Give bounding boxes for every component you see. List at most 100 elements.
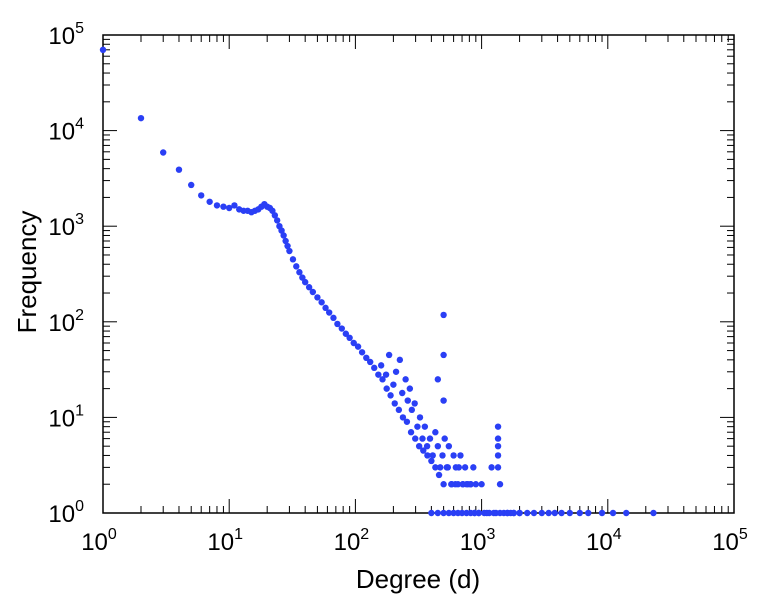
data-point	[516, 509, 523, 517]
plot-frame	[102, 34, 735, 514]
data-point	[402, 376, 409, 383]
y-tick-label: 100	[48, 498, 84, 528]
data-point	[445, 509, 453, 517]
data-point	[280, 232, 287, 239]
data-point	[314, 294, 321, 301]
data-point	[496, 509, 504, 517]
x-axis-title: Degree (d)	[356, 564, 480, 594]
data-point	[391, 400, 398, 407]
data-point	[435, 471, 443, 479]
data-point	[494, 452, 502, 459]
data-point	[419, 435, 426, 442]
data-point	[395, 406, 403, 414]
data-point	[494, 435, 502, 442]
data-point	[403, 418, 411, 425]
data-point	[358, 349, 366, 356]
data-point	[404, 397, 411, 404]
data-point	[452, 464, 460, 471]
y-tick-label: 102	[48, 307, 84, 337]
x-tick-label: 102	[334, 526, 370, 556]
data-point	[481, 509, 488, 517]
data-point	[420, 447, 427, 454]
data-point	[309, 288, 317, 296]
data-point	[399, 414, 407, 421]
data-point	[289, 256, 297, 263]
data-point	[434, 442, 442, 450]
data-point	[424, 452, 431, 459]
data-point	[390, 381, 397, 388]
data-point	[220, 203, 227, 210]
x-tick-label: 104	[586, 526, 622, 556]
data-point	[426, 435, 434, 442]
data-point	[396, 356, 404, 364]
data-point	[470, 464, 477, 471]
data-point	[375, 371, 382, 378]
data-point	[510, 509, 518, 517]
y-axis-title: Frequency	[12, 211, 42, 334]
data-point	[650, 509, 657, 517]
data-point	[408, 406, 416, 414]
y-tick-label: 105	[48, 20, 84, 50]
data-point	[443, 464, 451, 471]
data-point	[524, 509, 531, 517]
data-point	[428, 509, 435, 517]
data-point	[411, 400, 418, 407]
data-point	[467, 481, 474, 488]
data-point	[437, 464, 444, 471]
data-point	[504, 509, 511, 517]
data-point	[284, 242, 291, 250]
data-point	[366, 358, 374, 366]
data-point	[457, 452, 464, 459]
data-point	[296, 269, 303, 276]
data-point	[434, 509, 442, 517]
data-point	[459, 481, 467, 488]
x-tick-label: 103	[460, 526, 496, 556]
data-point	[478, 481, 485, 488]
data-point	[598, 509, 606, 517]
data-point	[342, 330, 350, 337]
data-point	[346, 334, 353, 342]
data-point	[494, 423, 502, 430]
data-point	[198, 192, 205, 199]
data-point	[415, 442, 423, 450]
data-point	[354, 343, 362, 350]
data-point	[432, 429, 439, 436]
data-point	[305, 284, 313, 291]
data-point	[429, 452, 436, 459]
data-point	[440, 509, 447, 517]
data-point	[286, 247, 293, 255]
data-point	[494, 464, 502, 471]
data-point	[441, 435, 448, 442]
data-point	[450, 452, 457, 459]
data-point	[377, 362, 385, 369]
data-point	[434, 376, 442, 383]
data-point	[440, 351, 447, 359]
data-point	[414, 423, 421, 430]
data-point	[293, 263, 300, 270]
data-point	[440, 481, 447, 488]
data-point	[99, 46, 107, 54]
data-point	[432, 464, 439, 471]
data-point	[440, 397, 447, 404]
data-point	[231, 202, 238, 209]
data-point	[385, 351, 393, 359]
data-point	[448, 481, 455, 488]
x-tick-label: 105	[712, 526, 748, 556]
data-point	[412, 435, 419, 442]
data-point	[213, 202, 221, 209]
data-point	[475, 509, 482, 517]
data-point	[416, 414, 424, 421]
data-point	[350, 339, 357, 347]
data-point	[609, 509, 617, 517]
x-tick-label: 100	[81, 526, 117, 556]
data-point	[440, 311, 447, 319]
data-point	[488, 464, 495, 471]
data-point	[271, 212, 279, 219]
data-point	[325, 309, 333, 316]
data-point	[273, 217, 281, 224]
data-point	[566, 509, 574, 517]
data-point	[490, 509, 498, 517]
data-point	[486, 509, 493, 517]
data-point	[538, 509, 546, 517]
